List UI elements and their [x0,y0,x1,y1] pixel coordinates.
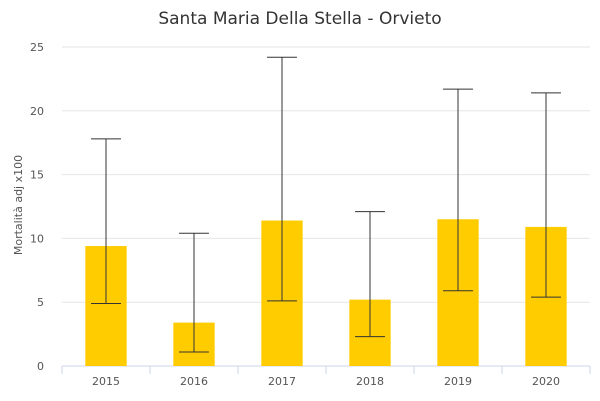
bars [85,219,567,366]
y-tick-label: 5 [37,296,44,309]
x-tick-label: 2016 [180,375,208,388]
y-axis-label: Mortalità adj x100 [12,155,25,255]
y-tick-label: 0 [37,360,44,373]
y-tick-label: 20 [30,105,44,118]
y-tick-label: 25 [30,41,44,54]
y-tick-label: 10 [30,232,44,245]
grid-lines [61,46,591,374]
x-tick-label: 2019 [444,375,472,388]
chart-title: Santa Maria Della Stella - Orvieto [158,9,441,29]
x-tick-labels: 2015 2016 2017 2018 2019 2020 [92,375,560,388]
x-tick-label: 2017 [268,375,296,388]
y-tick-label: 15 [30,169,44,182]
x-tick-label: 2018 [356,375,384,388]
x-tick-label: 2015 [92,375,120,388]
y-tick-labels: 0 5 10 15 20 25 [30,41,44,373]
x-tick-label: 2020 [532,375,560,388]
error-bars [91,56,561,353]
